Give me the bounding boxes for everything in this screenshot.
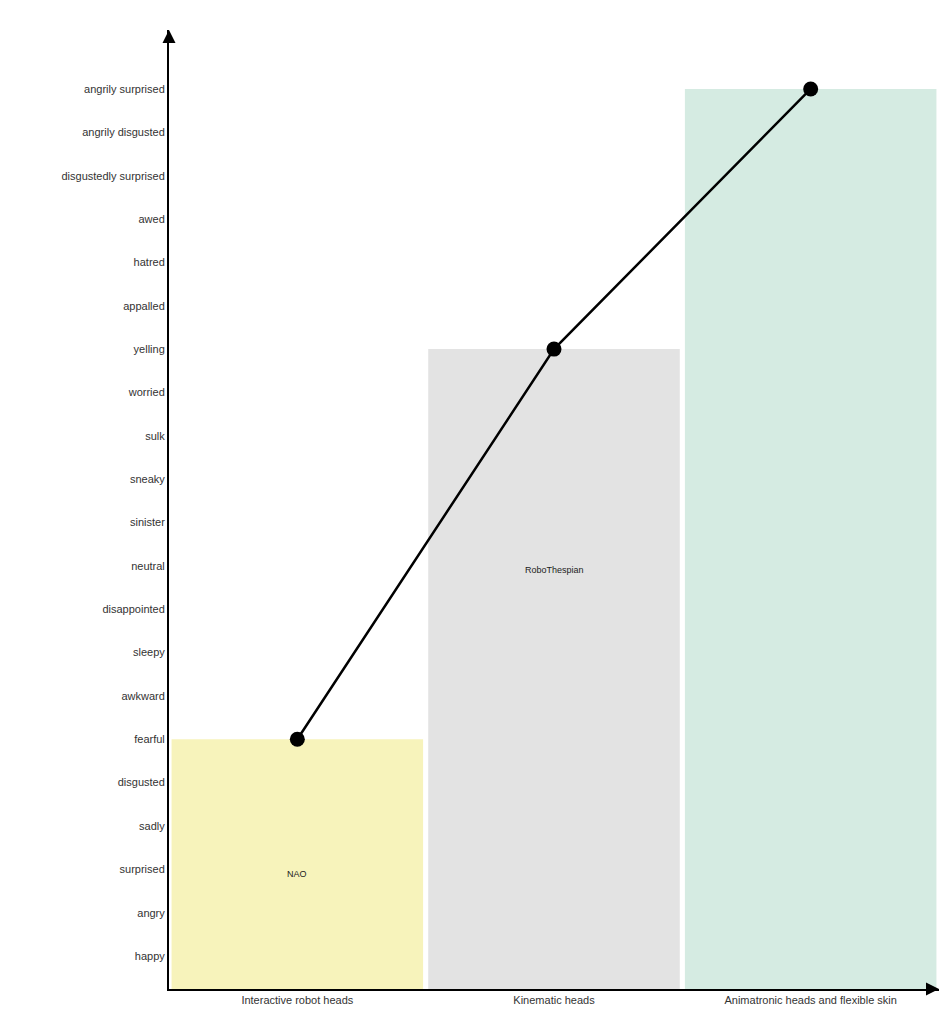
- svg-text:sleepy: sleepy: [133, 646, 165, 658]
- svg-text:awed: awed: [139, 213, 165, 225]
- svg-text:RoboThespian: RoboThespian: [525, 565, 584, 575]
- svg-text:hatred: hatred: [134, 256, 165, 268]
- svg-text:appalled: appalled: [123, 300, 165, 312]
- svg-text:sulk: sulk: [145, 430, 165, 442]
- svg-text:surprised: surprised: [120, 863, 165, 875]
- svg-text:yelling: yelling: [134, 343, 165, 355]
- svg-text:sinister: sinister: [130, 516, 165, 528]
- svg-text:angry: angry: [137, 907, 165, 919]
- svg-text:disgustedly surprised: disgustedly surprised: [61, 170, 164, 182]
- svg-text:disgusted: disgusted: [118, 776, 165, 788]
- svg-text:Kinematic heads: Kinematic heads: [513, 994, 595, 1006]
- svg-text:neutral: neutral: [131, 560, 165, 572]
- svg-text:sadly: sadly: [139, 820, 165, 832]
- svg-text:disappointed: disappointed: [102, 603, 164, 615]
- svg-text:NAO: NAO: [287, 869, 307, 879]
- svg-text:angrily disgusted: angrily disgusted: [82, 126, 165, 138]
- svg-text:fearful: fearful: [134, 733, 165, 745]
- svg-text:awkward: awkward: [121, 690, 164, 702]
- svg-text:happy: happy: [135, 950, 165, 962]
- svg-text:Interactive robot heads: Interactive robot heads: [241, 994, 353, 1006]
- svg-text:worried: worried: [128, 386, 165, 398]
- svg-text:Animatronic heads and flexible: Animatronic heads and flexible skin: [724, 994, 896, 1006]
- svg-text:angrily surprised: angrily surprised: [84, 83, 165, 95]
- svg-text:sneaky: sneaky: [130, 473, 165, 485]
